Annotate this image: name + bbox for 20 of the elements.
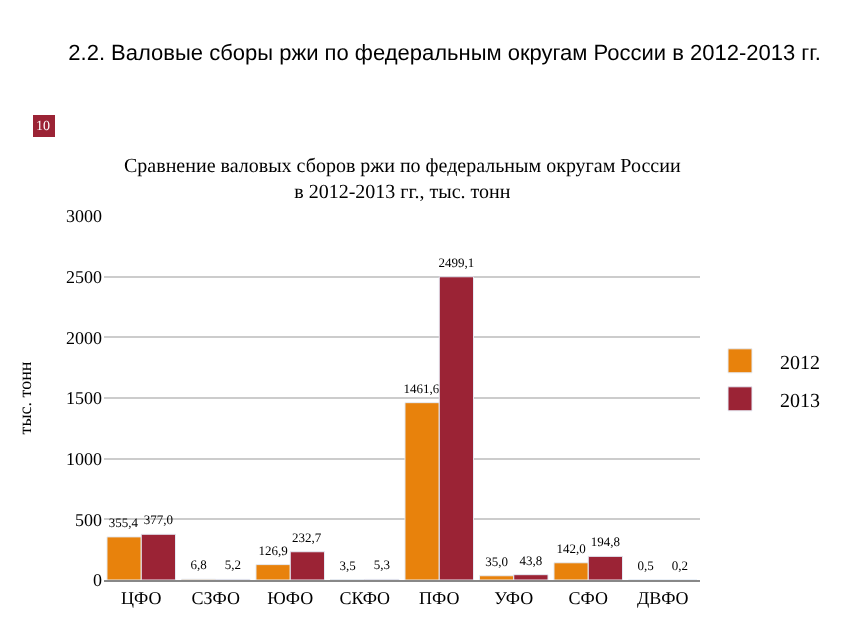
- y-tick-label: 2500: [66, 266, 103, 287]
- y-tick-label: 1500: [66, 388, 103, 409]
- y-tick-label: 1000: [66, 448, 103, 469]
- y-axis-title: тыс. тонн: [14, 361, 35, 435]
- y-tick-label: 0: [93, 570, 103, 591]
- chart-title: 2.2. Валовые сборы ржи по федеральным округам России в 2012-2013 гг.: [68, 42, 821, 67]
- y-tick-label: 500: [75, 509, 103, 530]
- x-tick-label: ЦФО: [121, 587, 163, 608]
- legend-label: 2012: [780, 352, 820, 375]
- x-tick-label: УФО: [494, 587, 535, 608]
- x-tick-label: ЮФО: [267, 587, 315, 608]
- y-tick-label: 2000: [66, 327, 103, 348]
- legend-label: 2013: [780, 390, 820, 413]
- chart-subtitle: Сравнение валовых сборов ржи по федеральным округам России в 2012-2013 гг., тыс. тонн: [124, 156, 682, 204]
- x-tick-label: ДВФО: [636, 587, 690, 608]
- x-tick-label: СЗФО: [191, 587, 241, 608]
- x-tick-label: ПФО: [419, 587, 461, 608]
- x-tick-label: СКФО: [339, 587, 392, 608]
- y-tick-label: 3000: [66, 206, 103, 227]
- x-tick-label: СФО: [568, 587, 609, 608]
